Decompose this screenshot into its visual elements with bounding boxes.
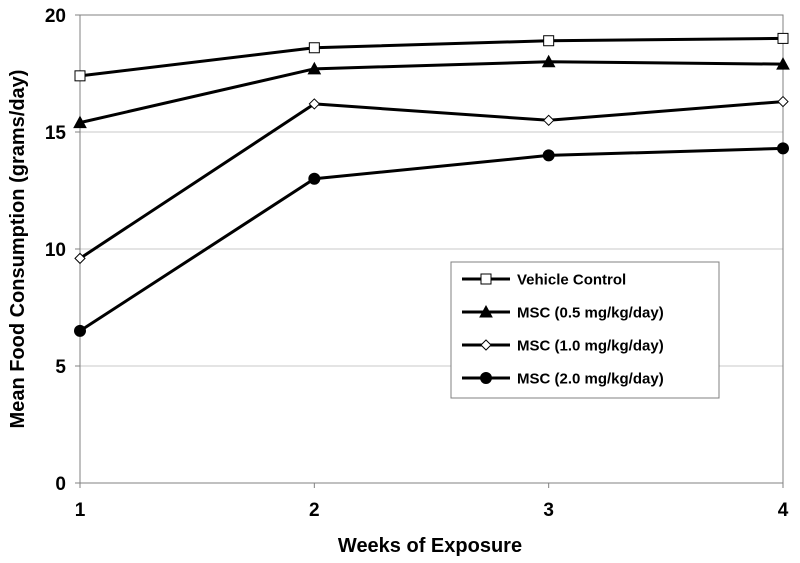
x-tick-label: 1 [75,500,86,521]
series-3 [74,95,789,265]
y-axis-title: Mean Food Consumption (grams/day) [7,70,29,429]
legend-label: MSC (1.0 mg/kg/day) [517,338,664,355]
x-tick-label: 2 [309,500,320,521]
data-point [308,42,320,54]
axes: 0 5 10 15 20 1 2 3 4 [45,6,789,521]
data-point [777,95,789,108]
data-point [542,114,555,127]
data-series [73,32,790,337]
legend-entry: MSC (1.0 mg/kg/day) [462,338,664,355]
series-line [79,60,784,125]
data-point [308,172,321,185]
data-point [776,57,790,70]
x-tick-label: 4 [778,500,789,521]
data-point [73,115,87,129]
legend-entry: MSC (0.5 mg/kg/day) [462,305,664,322]
data-point [74,324,86,337]
data-point [307,61,322,75]
data-point [541,54,556,68]
legend-marker [480,339,492,351]
data-point [777,142,789,155]
x-axis-title: Weeks of Exposure [338,535,522,557]
legend-marker [479,304,493,318]
legend-label: MSC (2.0 mg/kg/day) [517,371,664,388]
series-line [79,146,784,333]
legend-entry: MSC (2.0 mg/kg/day) [462,371,664,388]
legend-box [450,261,720,399]
data-point [777,32,789,44]
data-point [308,98,321,110]
legend-entry: Vehicle Control [462,272,626,289]
data-point [74,252,86,265]
legend: Vehicle Control MSC (0.5 mg/kg/day) MSC (1… [450,261,720,399]
legend-marker [480,372,492,384]
y-tick-label: 20 [45,6,66,27]
legend-marker [480,273,492,285]
y-tick-label: 15 [45,123,67,144]
series-line [79,36,784,78]
y-tick-label: 0 [55,474,66,495]
series-2 [73,54,790,129]
y-tick-label: 5 [55,357,66,378]
series-1 [74,32,789,82]
data-point [543,35,555,47]
y-tick-label: 10 [45,240,66,261]
data-point [542,149,555,162]
legend-label: Vehicle Control [517,272,626,289]
x-tick-label: 3 [543,500,554,521]
series-4 [74,142,789,337]
legend-label: MSC (0.5 mg/kg/day) [517,305,664,322]
series-line [79,100,784,260]
data-point [74,70,86,82]
